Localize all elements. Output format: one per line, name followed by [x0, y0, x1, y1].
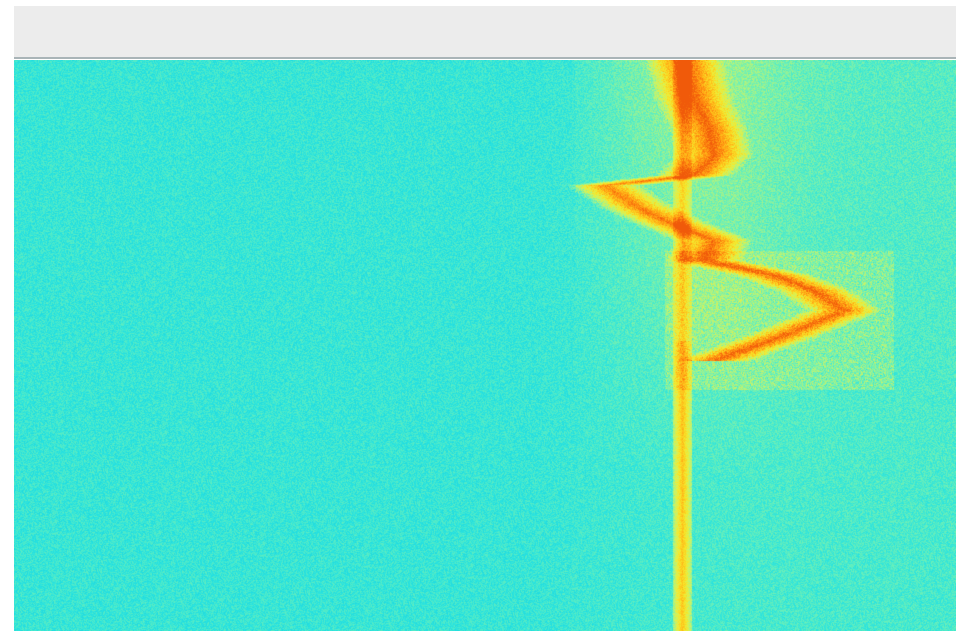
waterfall-display[interactable] — [14, 60, 956, 631]
window-margin — [956, 0, 963, 636]
toolbar-bar — [14, 6, 956, 59]
waterfall-spectrogram[interactable] — [14, 60, 956, 631]
